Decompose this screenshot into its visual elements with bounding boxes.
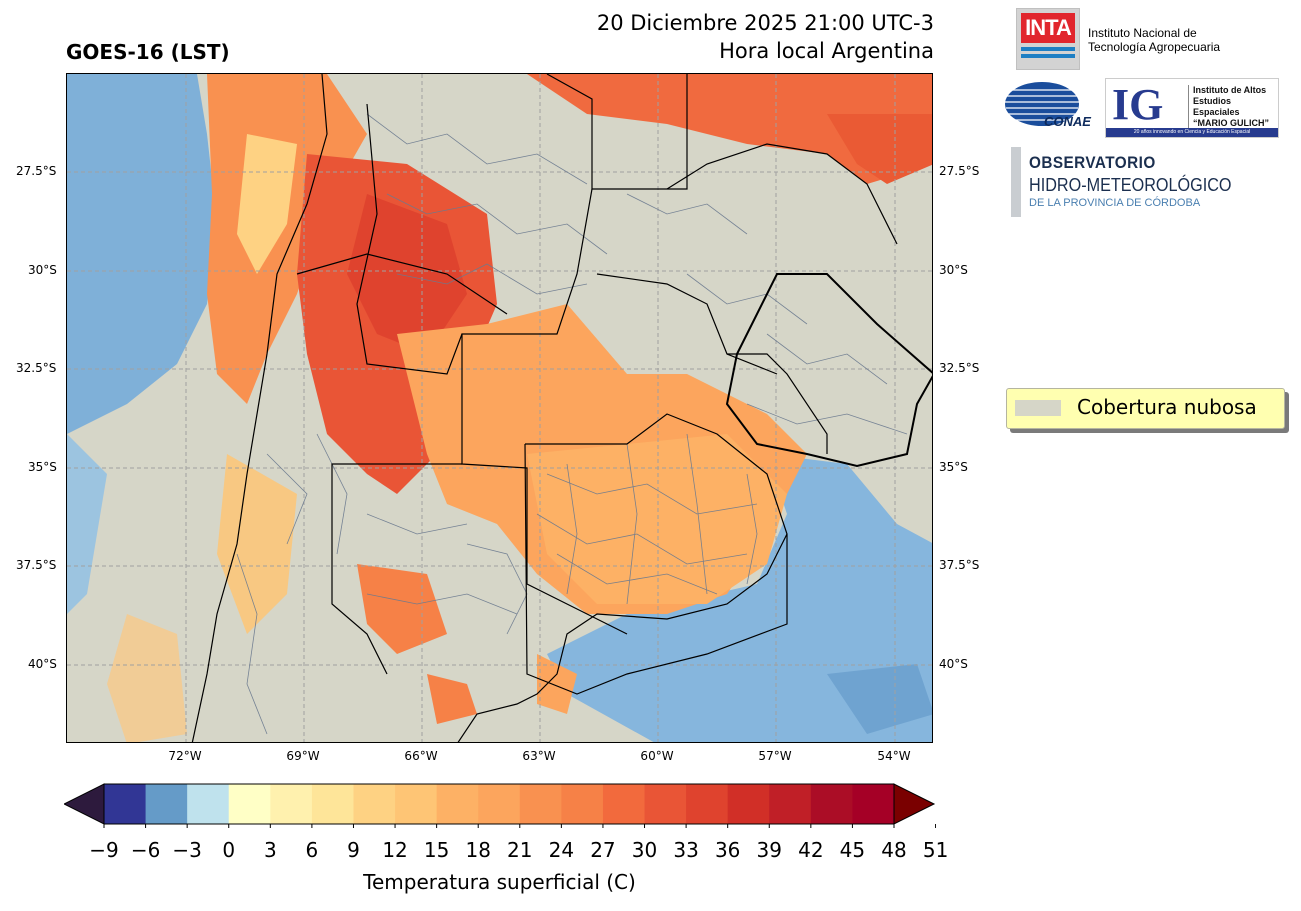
conae-wordmark: CONAE [1044, 114, 1091, 129]
colorbar-cell [686, 784, 729, 824]
colorbar-cell [852, 784, 895, 824]
colorbar-tick-label: −3 [172, 838, 202, 862]
colorbar-tick-label: 15 [423, 838, 450, 862]
lat-label-right: 40°S [939, 657, 968, 671]
colorbar-under-triangle [64, 783, 105, 825]
colorbar-cell [436, 784, 479, 824]
colorbar-tick-label: 39 [756, 838, 782, 862]
ig-wordmark: IG [1112, 80, 1164, 129]
colorbar-tick-label: 3 [263, 838, 277, 862]
colorbar-cell [519, 784, 562, 824]
colorbar-tick-label: 45 [839, 838, 866, 862]
cloud-cover-swatch [1015, 400, 1061, 416]
colorbar-cell [395, 784, 438, 824]
colorbar-cell [727, 784, 770, 824]
colorbar-tick-label: 12 [382, 838, 408, 862]
colorbar-tick-label: 6 [305, 838, 319, 862]
conae-globe-icon [1005, 82, 1079, 126]
lat-label-right: 32.5°S [939, 361, 980, 375]
lon-label: 66°W [404, 749, 438, 763]
ig-logo: IG Instituto de Altos Estudios Espaciale… [1105, 78, 1279, 138]
colorbar-cell [228, 784, 271, 824]
timezone-label: Hora local Argentina [719, 39, 934, 63]
colorbar-cell [478, 784, 521, 824]
inta-logo: INTA [1016, 8, 1080, 70]
conae-logo: CONAE [1004, 80, 1091, 132]
colorbar-cell [311, 784, 354, 824]
observatorio-subtitle: HIDRO-METEOROLÓGICO [1029, 175, 1232, 195]
lat-label-right: 35°S [939, 460, 968, 474]
colorbar-tick-label: 0 [222, 838, 236, 862]
colorbar-cell [602, 784, 646, 824]
ig-name-line2: Estudios Espaciales [1193, 96, 1240, 117]
colorbar-cell [353, 784, 396, 824]
cloud-cover-label: Cobertura nubosa [1077, 395, 1257, 419]
colorbar-label: Temperatura superficial (C) [363, 870, 636, 894]
colorbar-over-triangle [893, 783, 936, 825]
colorbar-cell [561, 784, 604, 824]
cloud-cover-legend: Cobertura nubosa [1006, 388, 1285, 429]
observatorio-bar [1011, 147, 1021, 217]
inta-name: Instituto Nacional de Tecnología Agropec… [1088, 26, 1220, 54]
temperature-colorbar [64, 783, 936, 828]
inta-name-line1: Instituto Nacional de [1088, 26, 1197, 40]
colorbar-frame [103, 783, 895, 825]
lon-label: 69°W [286, 749, 320, 763]
ig-name-line1: Instituto de Altos [1193, 85, 1267, 95]
ig-name-line3: “MARIO GULICH” [1193, 118, 1269, 128]
map-gridlines [67, 74, 932, 742]
colorbar-tick-label: 42 [798, 838, 824, 862]
colorbar-tick-label: 51 [922, 838, 949, 862]
lat-label-left: 30°S [28, 263, 57, 277]
lat-label-left: 27.5°S [16, 164, 57, 178]
colorbar-tick-label: 48 [881, 838, 907, 862]
province-boundaries [191, 74, 898, 742]
colorbar-tick-label: −6 [130, 838, 161, 862]
colorbar-cell [769, 784, 812, 824]
product-title: GOES-16 (LST) [66, 40, 230, 64]
lat-label-left: 40°S [28, 657, 57, 671]
lat-label-right: 37.5°S [939, 558, 980, 572]
colorbar-tick-label: 33 [673, 838, 699, 862]
inta-wordmark: INTA [1021, 13, 1075, 43]
observatorio-title: OBSERVATORIO [1029, 153, 1156, 172]
district-boundaries [236, 113, 908, 735]
ig-name: Instituto de Altos Estudios Espaciales “… [1188, 85, 1278, 129]
lat-label-right: 30°S [939, 263, 968, 277]
map-canvas [67, 74, 932, 742]
colorbar-cell [145, 784, 188, 824]
observatorio-province: DE LA PROVINCIA DE CÓRDOBA [1029, 197, 1201, 209]
colorbar-tick-label: 30 [631, 838, 658, 862]
colorbar-cell [104, 784, 147, 824]
colorbar-cell [644, 784, 687, 824]
temperature-map [66, 73, 933, 743]
colorbar-tick-label: 18 [465, 838, 491, 862]
ig-footer: 20 años innovando en Ciencia y Educación… [1106, 128, 1278, 137]
lat-label-left: 32.5°S [16, 361, 57, 375]
lon-label: 57°W [758, 749, 792, 763]
coastline [457, 533, 788, 742]
lat-label-left: 37.5°S [16, 558, 57, 572]
datetime-label: 20 Diciembre 2025 21:00 UTC-3 [596, 11, 934, 35]
colorbar-tick-label: 21 [507, 838, 533, 862]
colorbar-tick-label: 9 [347, 838, 360, 862]
colorbar-cell [270, 784, 313, 824]
colorbar-cell [810, 784, 853, 824]
pacific-clear-area [67, 74, 217, 434]
uruguay-outline [725, 273, 932, 468]
lon-label: 60°W [640, 749, 674, 763]
lat-label-right: 27.5°S [939, 164, 980, 178]
lon-label: 63°W [522, 749, 556, 763]
colorbar-cell [187, 784, 230, 824]
colorbar-tick-label: −9 [89, 838, 119, 862]
colorbar-tick-label: 27 [590, 838, 616, 862]
lon-label: 54°W [877, 749, 911, 763]
inta-name-line2: Tecnología Agropecuaria [1088, 40, 1221, 54]
colorbar-tick-label: 36 [714, 838, 741, 862]
colorbar-tick-label: 24 [548, 838, 575, 862]
lat-label-left: 35°S [28, 460, 57, 474]
lon-label: 72°W [168, 749, 202, 763]
